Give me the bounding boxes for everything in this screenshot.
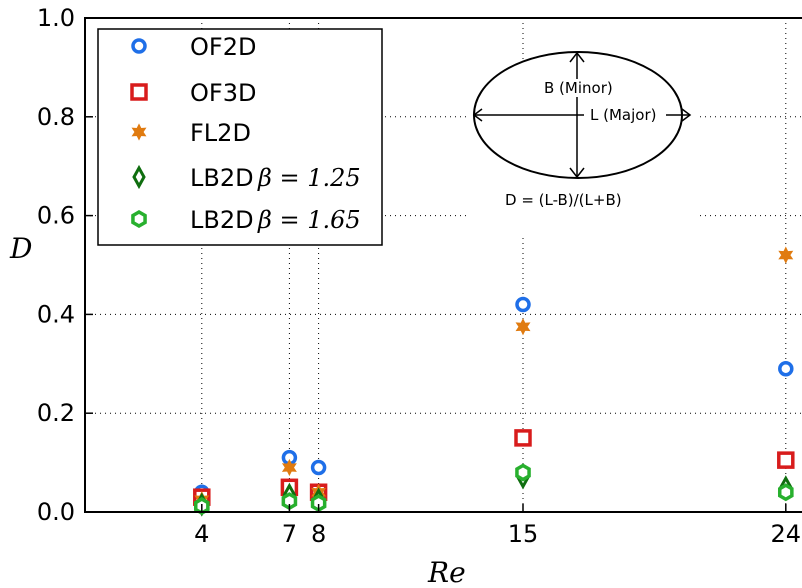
data-point-star — [515, 318, 531, 336]
x-tick-label: 8 — [311, 520, 326, 548]
legend-marker-circle — [131, 38, 147, 54]
x-axis-label: Re — [427, 556, 466, 588]
x-tick-label: 24 — [771, 520, 802, 548]
y-tick-label: 0.0 — [37, 498, 75, 526]
legend-entry-label: LB2D — [190, 206, 254, 234]
data-point-circle — [515, 296, 531, 313]
data-point-square — [777, 451, 795, 469]
inset-formula: D = (L-B)/(L+B) — [505, 191, 622, 209]
x-tick-label: 4 — [194, 520, 209, 548]
inset-major-arrow-left — [472, 108, 483, 122]
ellipse-inset-diagram: B (Minor) L (Major) D = (L-B)/(L+B) — [470, 51, 700, 235]
legend-entry-label: FL2D — [190, 119, 251, 147]
inset-major-arrow-right — [681, 108, 692, 122]
data-point-hexagon — [777, 483, 794, 502]
inset-minor-label: B (Minor) — [544, 79, 613, 97]
data-point-circle — [778, 360, 794, 377]
data-point-star — [281, 458, 297, 477]
y-axis-label: D — [9, 232, 32, 265]
legend-entry-math: β = 1.65 — [257, 206, 361, 234]
legend-marker-thin-diamond — [132, 164, 146, 190]
legend-entry-label: OF3D — [190, 79, 256, 107]
axis-ticks: 4 7 8 15 24 0.0 0.2 0.4 0.6 0.8 1.0 — [37, 4, 801, 548]
legend-entry-math: β = 1.25 — [257, 164, 361, 192]
legend-entry-label: OF2D — [190, 33, 256, 61]
legend-box — [97, 28, 383, 246]
inset-minor-label-bg — [538, 79, 618, 97]
y-tick-label: 1.0 — [37, 4, 75, 32]
y-tick-label: 0.4 — [37, 300, 75, 328]
data-point-star — [778, 246, 794, 264]
legend-entry-label: LB2D — [190, 164, 254, 192]
legend-marker-hexagon — [131, 209, 147, 229]
inset-major-label: L (Major) — [590, 106, 656, 124]
y-tick-label: 0.2 — [37, 399, 75, 427]
data-point-circle — [310, 459, 327, 476]
x-tick-label: 7 — [282, 520, 297, 548]
legend-marker-square — [130, 83, 148, 101]
x-tick-label: 15 — [508, 520, 539, 548]
plot-frame — [84, 17, 802, 513]
grid-lines — [85, 18, 802, 512]
data-points — [193, 246, 795, 517]
y-tick-label: 0.6 — [37, 202, 75, 230]
data-point-square — [514, 429, 532, 447]
inset-major-label-bg — [584, 106, 666, 124]
inset-minor-arrow-top — [569, 51, 585, 63]
inset-minor-arrow-bottom — [569, 167, 585, 179]
data-point-hexagon — [515, 463, 531, 482]
legend-marker-star — [131, 123, 147, 141]
y-tick-label: 0.8 — [37, 103, 75, 131]
